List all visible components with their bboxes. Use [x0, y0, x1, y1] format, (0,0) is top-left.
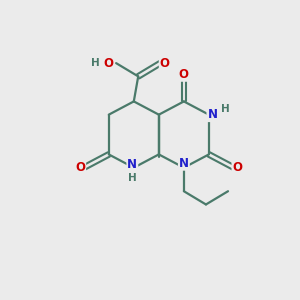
- Text: O: O: [160, 57, 170, 70]
- Text: N: N: [179, 157, 189, 170]
- Text: N: N: [127, 158, 137, 171]
- Text: H: H: [221, 104, 230, 114]
- Text: O: O: [232, 161, 242, 174]
- Text: H: H: [128, 173, 137, 183]
- Text: O: O: [103, 57, 113, 70]
- Text: O: O: [179, 68, 189, 81]
- Text: O: O: [75, 161, 85, 174]
- Text: H: H: [91, 58, 99, 68]
- Text: N: N: [207, 108, 218, 121]
